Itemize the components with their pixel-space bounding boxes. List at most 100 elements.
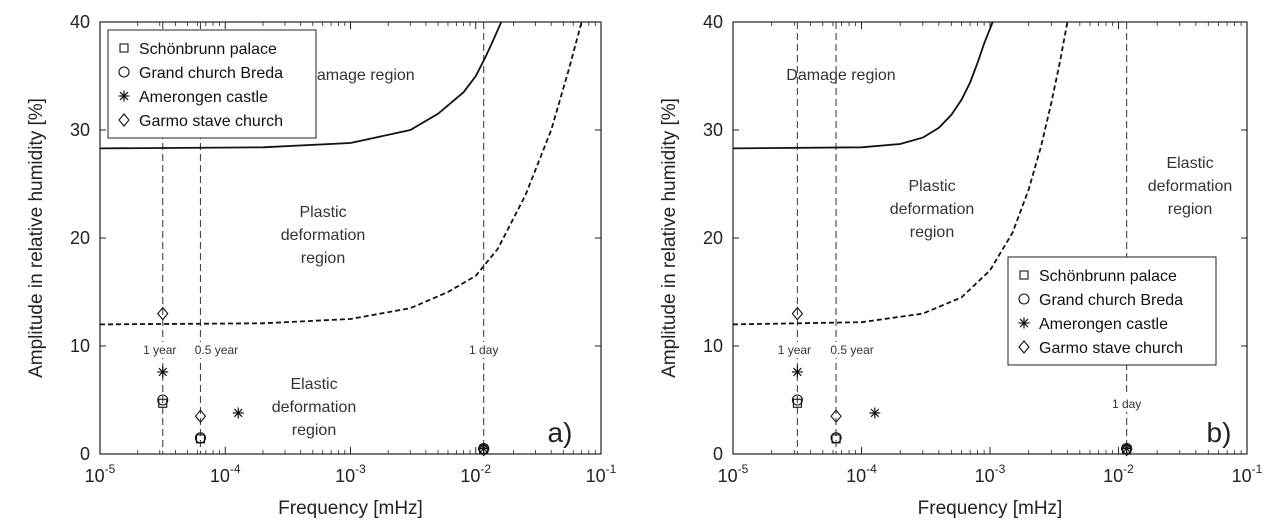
x-tick-base: 10 [846,466,866,486]
y-tick-label: 20 [70,228,90,248]
y-tick-label: 30 [70,120,90,140]
x-tick-exponent: -4 [230,462,241,476]
reference-label-bg [192,342,241,358]
x-tick-exponent: -5 [738,462,749,476]
reference-label-bg [141,342,179,358]
reference-line-label: 0.5 year [195,343,238,357]
data-point-asterisk [869,407,881,419]
x-tick-label: 10-4 [210,462,241,486]
data-point-diamond [477,442,490,457]
x-axis-label: Frequency [mHz] [918,498,1063,519]
x-tick-label: 10-2 [460,462,491,486]
data-point-asterisk [157,366,169,378]
y-axis-label: Amplitude in relative humidity [%] [26,98,47,378]
x-tick-base: 10 [85,466,105,486]
plastic-region-label: deformation [281,227,366,244]
data-point-diamond [157,306,169,321]
x-tick-base: 10 [460,466,480,486]
legend-entry: Amerongen castle [1039,316,1168,333]
data-point-diamond [1120,442,1133,457]
reference-line-label: 0.5 year [830,343,873,357]
x-tick-label: 10-5 [718,462,749,486]
x-tick-exponent: -4 [866,462,877,476]
plastic-threshold-curve [100,22,583,326]
reference-line-label: 1 day [469,343,498,357]
legend-marker-asterisk [118,90,130,102]
legend-entry: Schönbrunn palace [1039,268,1177,285]
data-point-diamond [194,409,207,424]
x-tick-label: 10-5 [85,462,116,486]
panel-label: b) [1207,417,1232,448]
y-tick-label: 40 [70,12,90,32]
elastic-region-label: deformation [1148,178,1233,195]
plastic-region-label: deformation [890,201,975,218]
x-tick-base: 10 [1232,466,1252,486]
y-tick-label: 10 [70,336,90,356]
y-tick-label: 20 [703,228,723,248]
legend-entry: Amerongen castle [139,89,268,106]
x-tick-label: 10-1 [586,462,617,486]
plastic-threshold-curve [733,22,1069,326]
y-tick-label: 0 [713,444,723,464]
damage-threshold-curve [733,22,994,150]
legend-marker-diamond [118,113,130,127]
x-tick-base: 10 [586,466,606,486]
data-point-asterisk [791,366,803,378]
x-axis-label: Frequency [mHz] [278,498,423,519]
data-point-circle [791,394,803,406]
y-tick-label: 0 [80,444,90,464]
plastic-region-label: region [301,250,345,267]
x-tick-exponent: -2 [480,462,491,476]
x-tick-label: 10-3 [975,462,1006,486]
reference-label-bg [828,342,876,358]
data-point-diamond [791,306,804,321]
y-tick-label: 40 [703,12,723,32]
x-tick-exponent: -1 [606,462,617,476]
damage-region-label: Damage region [786,67,895,84]
legend-marker-square [119,43,129,53]
data-point-circle [194,432,207,444]
plastic-region-label: Plastic [299,204,346,221]
legend-entry: Schönbrunn palace [139,41,277,58]
panel-label: a) [548,417,573,448]
plot-frame [732,21,1248,455]
damage-threshold-curve [100,22,503,150]
legend-entry: Garmo stave church [139,113,283,130]
x-tick-base: 10 [1103,466,1123,486]
legend-entry: Garmo stave church [1039,340,1183,357]
reference-label-bg [775,342,814,358]
x-tick-base: 10 [335,466,355,486]
plastic-region-label: Plastic [908,178,955,195]
reference-line-label: 1 year [778,343,811,357]
elastic-region-label: deformation [272,399,357,416]
x-tick-exponent: -5 [105,462,116,476]
reference-line-label: 1 day [1112,397,1141,411]
legend-box [107,29,317,139]
legend: Schönbrunn palace Grand church Breda Amero… [107,29,317,139]
reference-line-label: 1 year [143,343,176,357]
legend-marker-circle [1018,293,1030,305]
legend-marker-asterisk [1018,317,1030,329]
reference-label-bg [1109,396,1144,412]
y-tick-label: 30 [703,120,723,140]
x-tick-label: 10-4 [846,462,877,486]
legend: Schönbrunn palace Grand church Breda Amero… [1007,256,1217,366]
x-tick-label: 10-1 [1232,462,1263,486]
x-tick-label: 10-2 [1103,462,1134,486]
legend-marker-diamond [1018,340,1030,354]
x-tick-label: 10-3 [335,462,366,486]
x-tick-exponent: -2 [1123,462,1134,476]
x-tick-base: 10 [718,466,738,486]
reference-label-bg [467,342,501,358]
elastic-region-label: region [1168,201,1212,218]
x-tick-exponent: -3 [355,462,366,476]
x-tick-base: 10 [210,466,230,486]
elastic-region-label: Elastic [1166,155,1213,172]
y-tick-label: 10 [703,336,723,356]
data-point-asterisk [232,407,244,419]
plastic-region-label: region [910,224,954,241]
legend-marker-square [1019,270,1029,280]
